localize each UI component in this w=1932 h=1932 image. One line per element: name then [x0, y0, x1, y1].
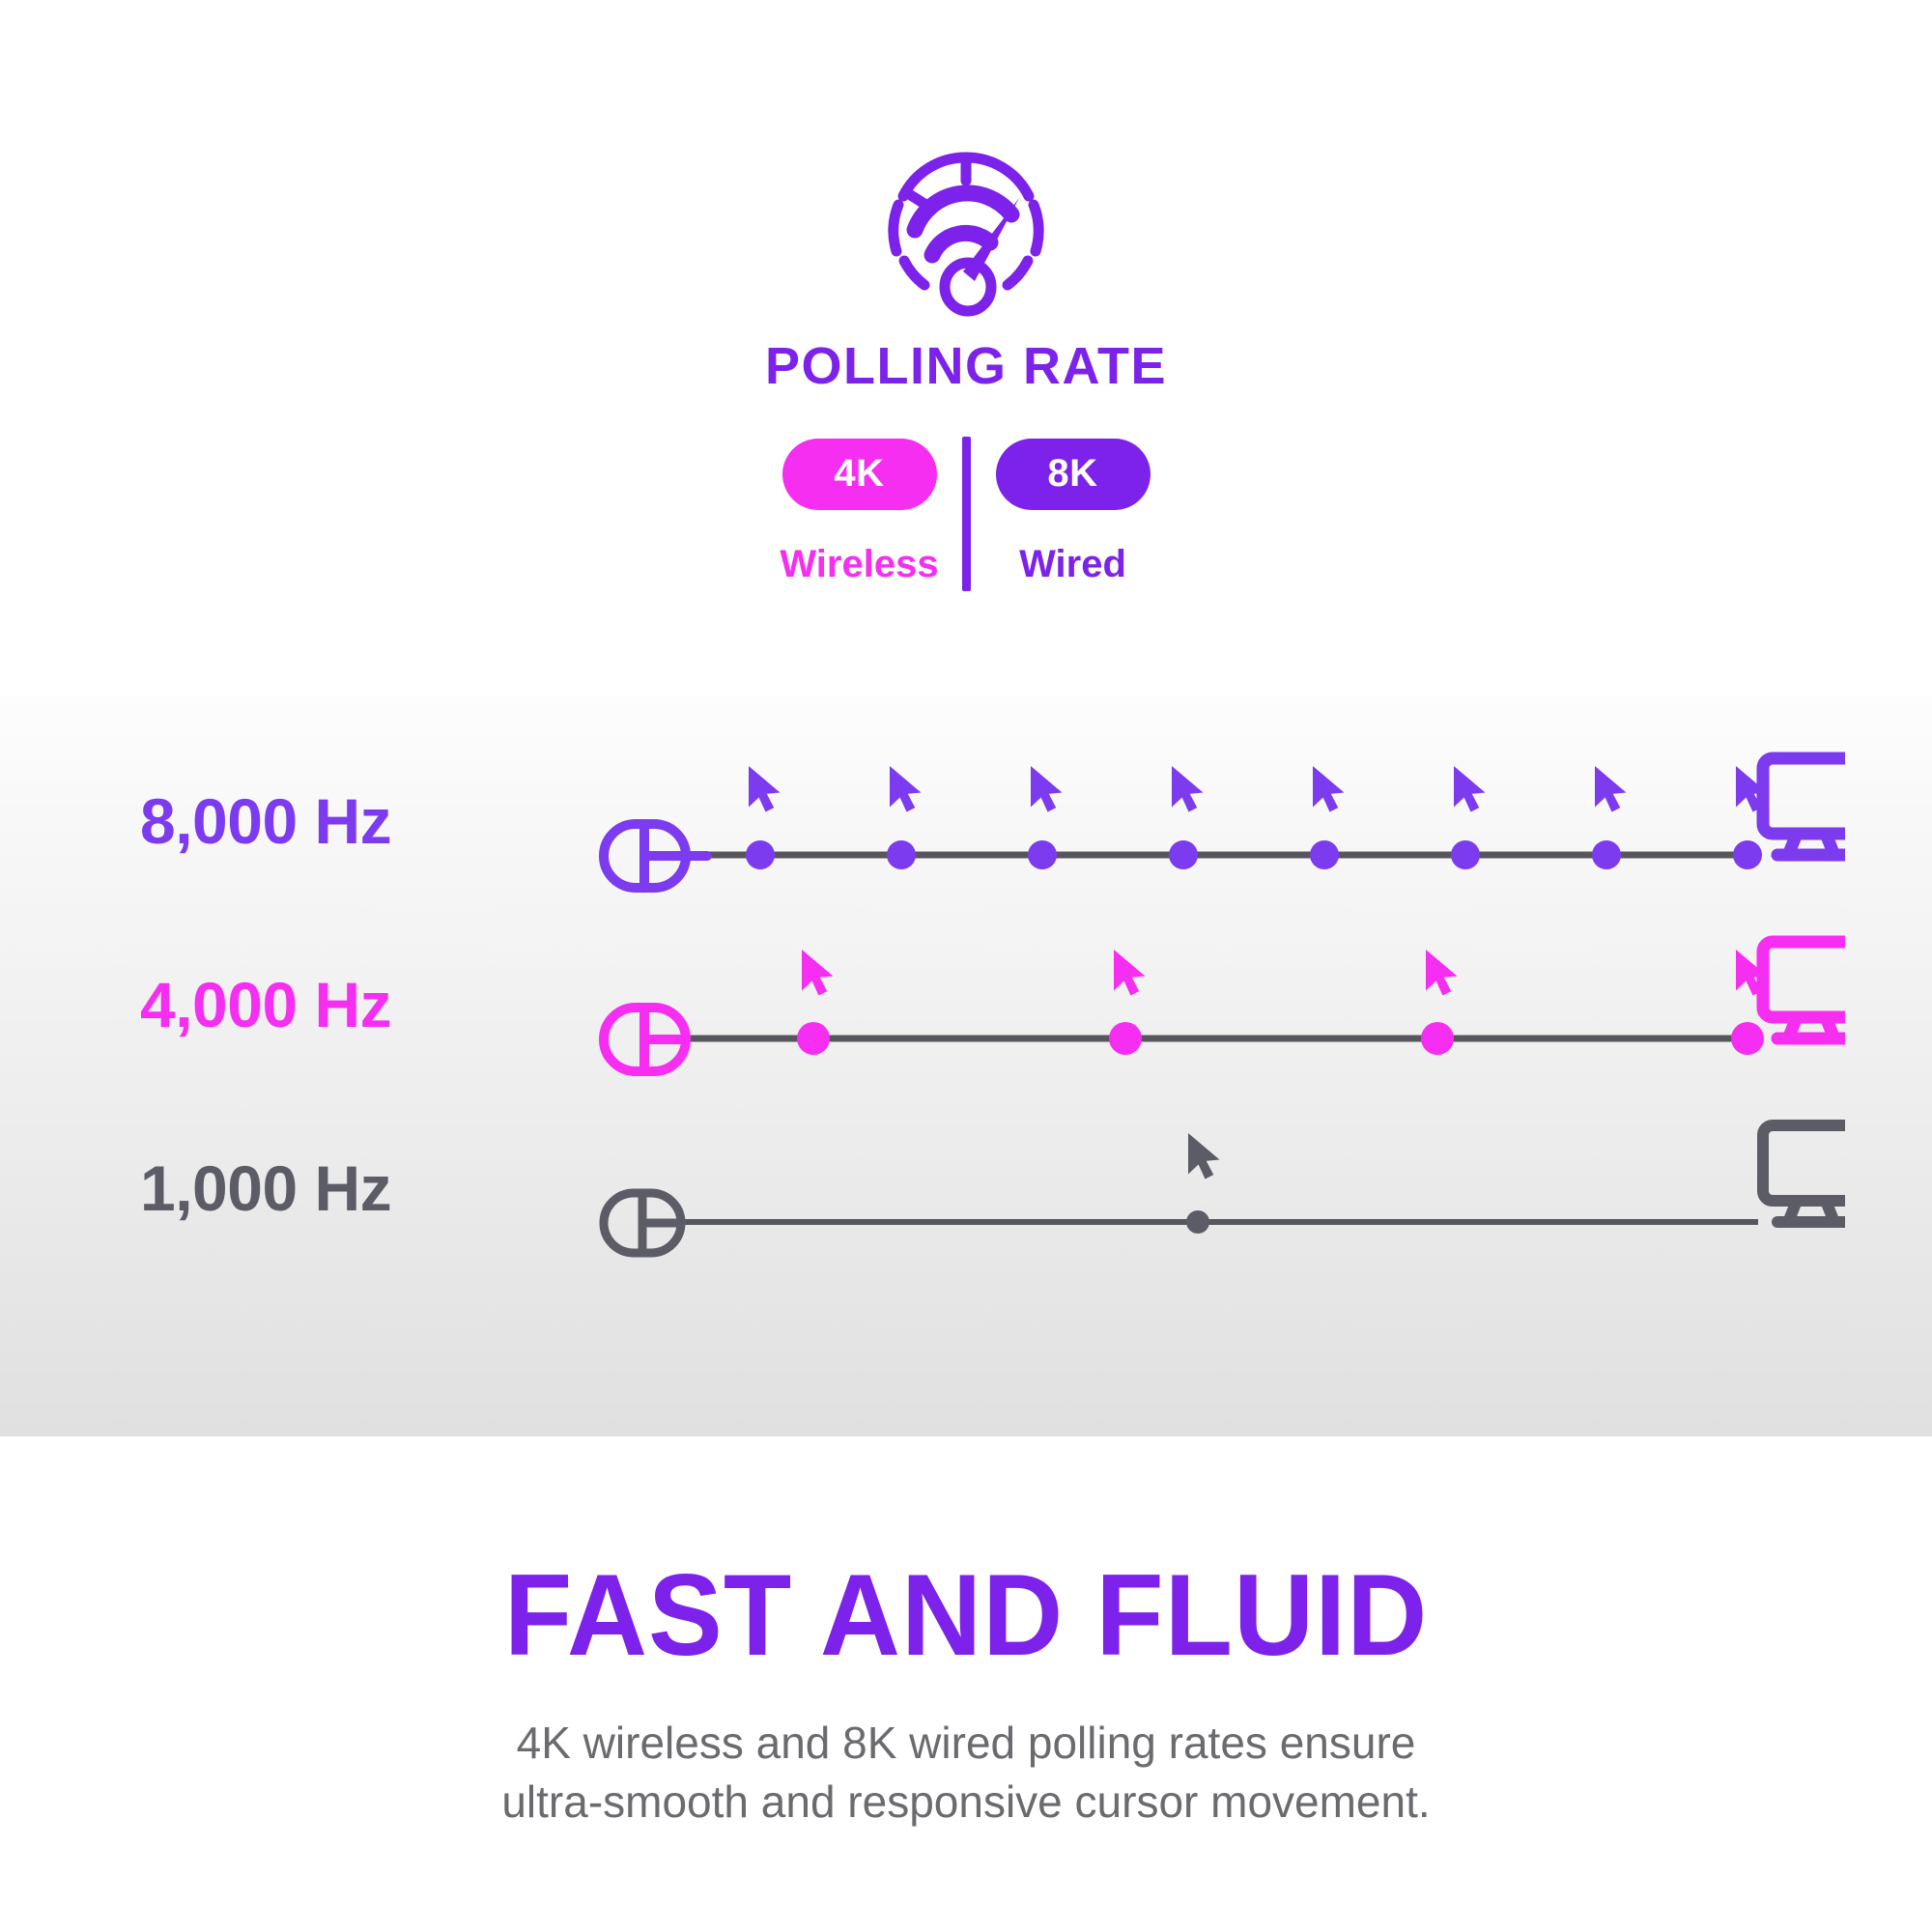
- badge-4k[interactable]: 4K: [781, 438, 937, 510]
- row-label-8000hz: 8,000 Hz: [140, 785, 392, 857]
- polling-dots-1000hz: [1186, 1210, 1209, 1234]
- badge-group-wireless[interactable]: 4K Wireless: [763, 438, 956, 586]
- polling-dots-4000hz: [797, 1022, 1764, 1055]
- footer-headline: FAST AND FLUID: [503, 1550, 1429, 1680]
- page-title: POLLING RATE: [765, 337, 1167, 395]
- badge-8k[interactable]: 8K: [995, 438, 1151, 510]
- mouse-icon-4000hz: [599, 1003, 691, 1076]
- row-label-1000hz: 1,000 Hz: [140, 1152, 392, 1224]
- footer-section: FAST AND FLUID 4K wireless and 8K wired …: [0, 1436, 1932, 1932]
- footer-subcopy: 4K wireless and 8K wired polling rates e…: [501, 1714, 1430, 1831]
- badge-group-wired[interactable]: 8K Wired: [977, 438, 1170, 586]
- polling-rate-diagram-panel: 8,000 Hz: [0, 696, 1932, 1436]
- track-8000hz: [599, 752, 1845, 893]
- speedometer-gauge-icon: [888, 152, 1044, 317]
- diagram-row-1000hz: 1,000 Hz: [0, 1106, 1932, 1299]
- cursor-arrows-8000hz: [749, 766, 1768, 812]
- header-section: POLLING RATE 4K Wireless 8K Wired: [0, 0, 1932, 696]
- mouse-icon-1000hz: [599, 1188, 686, 1258]
- diagram-row-8000hz: 8,000 Hz: [0, 739, 1932, 932]
- diagram-row-4000hz: 4,000 Hz: [0, 923, 1932, 1116]
- footer-subcopy-line2: ultra-smooth and responsive cursor movem…: [501, 1776, 1431, 1827]
- polling-dots-8000hz: [746, 840, 1762, 869]
- mouse-icon-8000hz: [599, 819, 712, 893]
- track-1000hz: [599, 1120, 1845, 1258]
- badge-row: 4K Wireless 8K Wired: [763, 433, 1170, 591]
- footer-subcopy-line1: 4K wireless and 8K wired polling rates e…: [516, 1718, 1416, 1768]
- monitor-icon-1000hz: [1757, 1120, 1845, 1228]
- cursor-arrows-1000hz: [1188, 1133, 1220, 1179]
- row-label-4000hz: 4,000 Hz: [140, 969, 392, 1040]
- badge-label-wired: Wired: [1019, 542, 1126, 585]
- monitor-icon-4000hz: [1756, 935, 1845, 1045]
- monitor-icon-8000hz: [1756, 752, 1845, 862]
- badge-label-wireless: Wireless: [780, 542, 939, 585]
- track-4000hz: [599, 935, 1845, 1076]
- badge-divider: [961, 437, 971, 591]
- diagram-rows: 8,000 Hz: [0, 696, 1932, 1436]
- cursor-arrows-4000hz: [802, 950, 1768, 996]
